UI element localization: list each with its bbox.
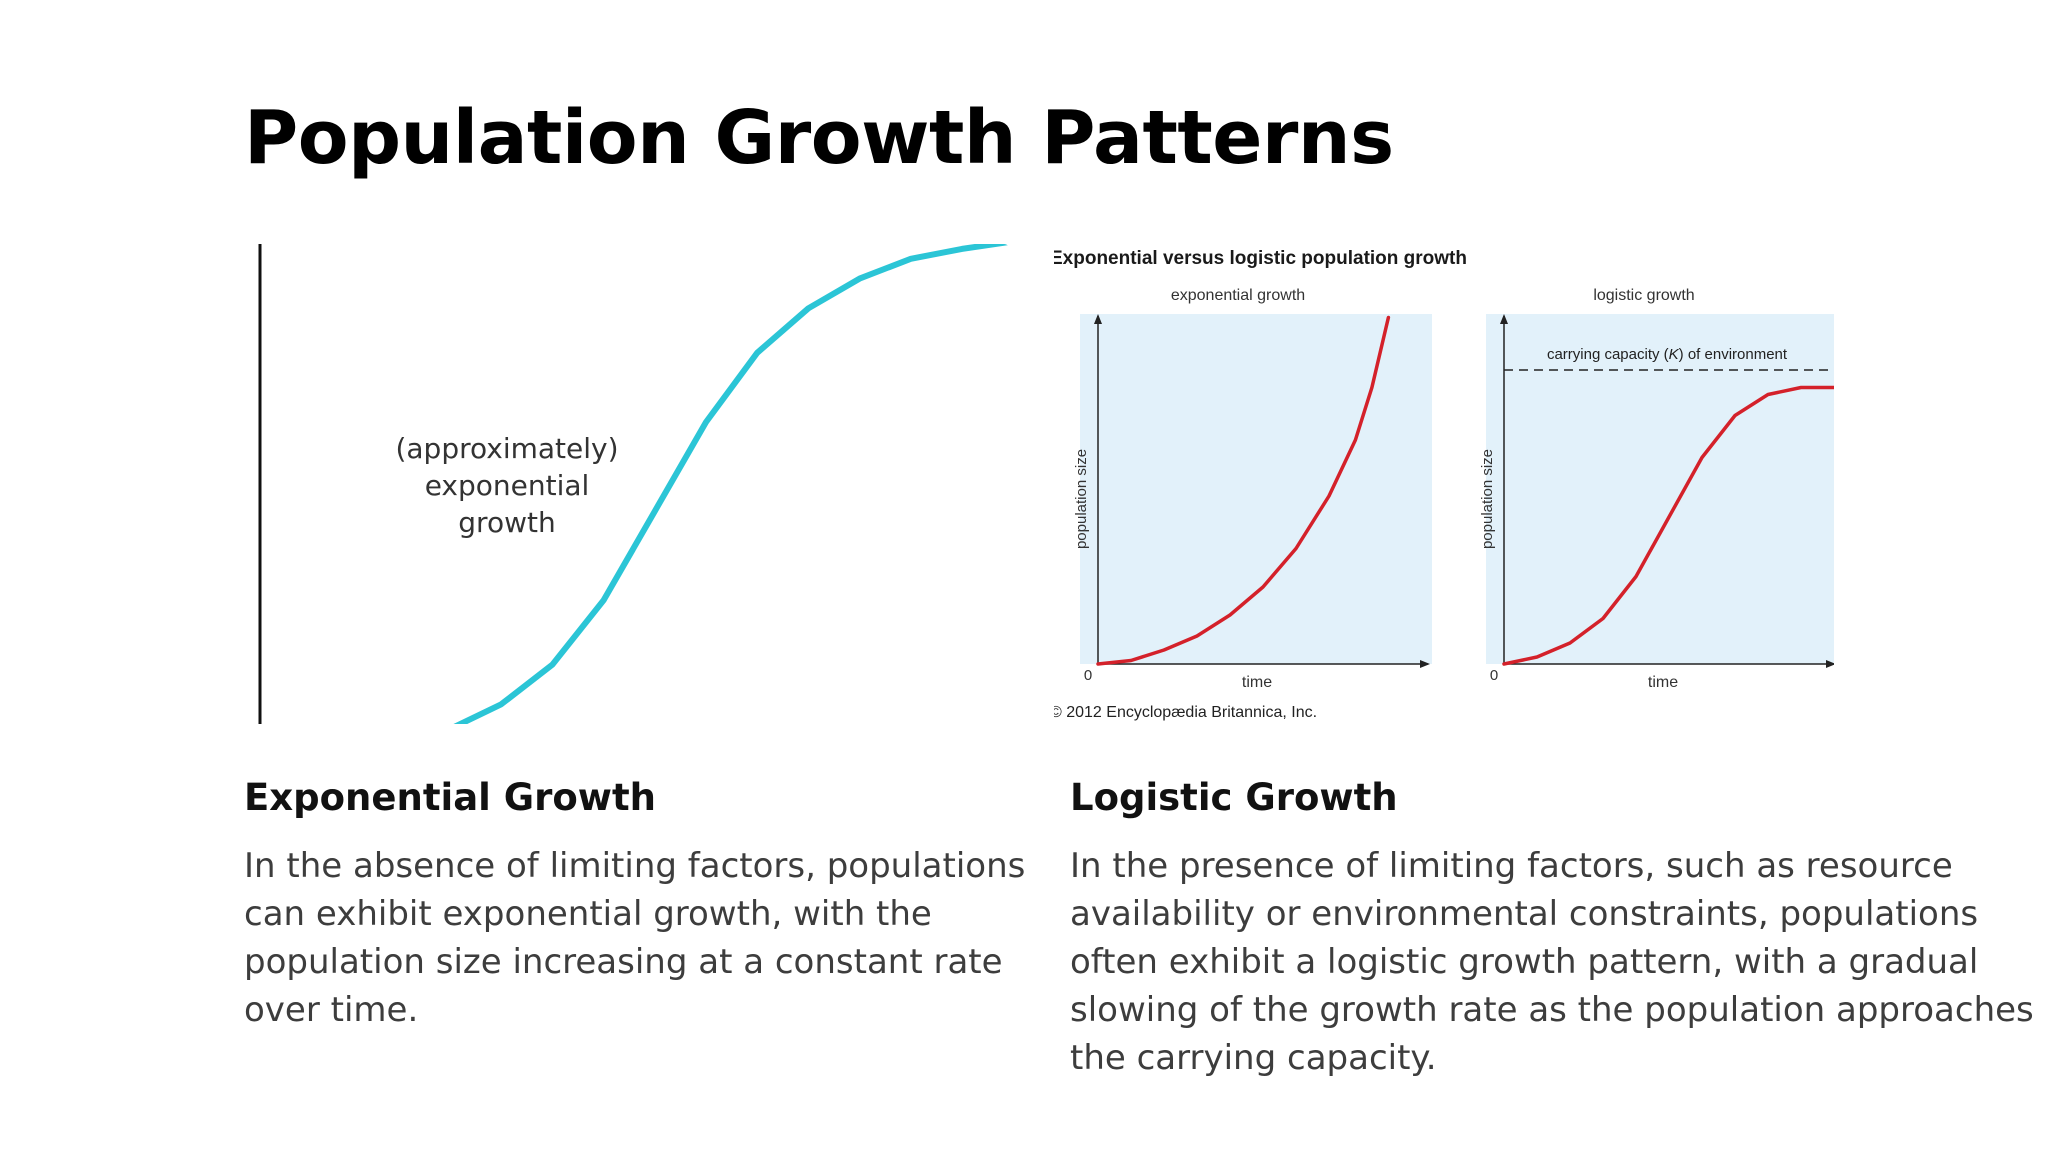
x-axis-label: time bbox=[1242, 674, 1272, 691]
growth-curve bbox=[1096, 315, 1391, 666]
annotation-line: growth bbox=[458, 506, 555, 539]
figure-title: Exponential versus logistic population g… bbox=[1054, 248, 1467, 269]
plot-background bbox=[1486, 314, 1834, 664]
label-part: K bbox=[1669, 346, 1680, 363]
label-part: ) of environment bbox=[1679, 346, 1788, 363]
slide-title: Population Growth Patterns bbox=[244, 95, 1394, 181]
plot-background bbox=[1080, 314, 1432, 664]
growth-curve bbox=[453, 244, 1010, 724]
x-axis-arrow bbox=[1826, 660, 1834, 668]
s-curve-image: (approximately) exponential growth bbox=[230, 244, 1010, 724]
growth-curve bbox=[1502, 385, 1834, 666]
s-curve-chart: (approximately) exponential growth bbox=[258, 244, 1010, 724]
exponential-heading: Exponential Growth bbox=[244, 776, 656, 819]
annotation-line: exponential bbox=[425, 469, 590, 502]
origin-label: 0 bbox=[1490, 667, 1498, 684]
britannica-figure: Exponential versus logistic population g… bbox=[1054, 244, 1834, 724]
logistic-description: In the presence of limiting factors, suc… bbox=[1070, 846, 2034, 1078]
logistic-heading: Logistic Growth bbox=[1070, 776, 1398, 819]
figure-credit: © 2012 Encyclopædia Britannica, Inc. bbox=[1054, 704, 1317, 721]
annotation-line: (approximately) bbox=[395, 432, 618, 465]
exponential-description: In the absence of limiting factors, popu… bbox=[244, 846, 1026, 1030]
y-axis-label: population size bbox=[1073, 449, 1090, 549]
y-axis-arrow bbox=[1094, 314, 1102, 324]
x-axis-arrow bbox=[1420, 660, 1430, 668]
subplot-title: logistic growth bbox=[1593, 287, 1694, 304]
label-part: carrying capacity ( bbox=[1547, 346, 1669, 363]
subplot-title: exponential growth bbox=[1171, 287, 1305, 304]
y-axis-label: population size bbox=[1479, 449, 1496, 549]
x-axis-label: time bbox=[1648, 674, 1678, 691]
exp-vs-logistic-chart: Exponential versus logistic population g… bbox=[1054, 248, 1834, 721]
carrying-capacity-label: carrying capacity (K) of environment bbox=[1547, 346, 1788, 363]
y-axis-arrow bbox=[1500, 314, 1508, 324]
origin-label: 0 bbox=[1084, 667, 1092, 684]
